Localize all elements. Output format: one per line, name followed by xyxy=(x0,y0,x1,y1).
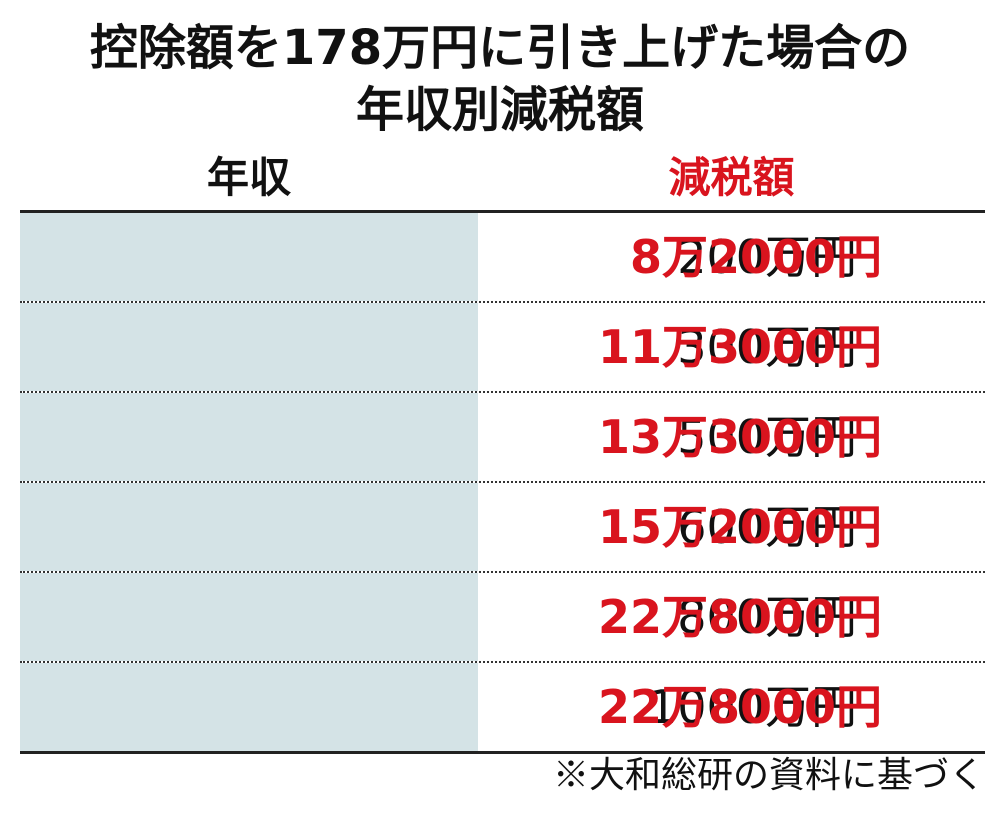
cell-background xyxy=(20,663,478,751)
table-row: 500万円 13万3000円 xyxy=(20,393,985,483)
income-cell: 1000万円 xyxy=(647,680,857,734)
cell-background xyxy=(20,303,478,391)
income-cell: 600万円 xyxy=(677,500,857,554)
income-cell: 500万円 xyxy=(677,410,857,464)
reduction-cell: 8万2000円 xyxy=(629,230,882,284)
column-header: 年収 xyxy=(206,153,291,202)
cell-background xyxy=(20,213,478,301)
table-row: 600万円 15万2000円 xyxy=(20,483,985,573)
reduction-cell: 15万2000円 xyxy=(597,500,882,554)
reduction-cell: 11万3000円 xyxy=(597,320,882,374)
title-line: 年収別減税額 xyxy=(355,82,644,138)
title-line: 控除額を178万円に引き上げた場合の xyxy=(89,20,911,76)
cell-background xyxy=(20,483,478,571)
column-header: 減税額 xyxy=(668,153,795,202)
income-cell: 300万円 xyxy=(677,320,857,374)
reduction-cell: 13万3000円 xyxy=(597,410,882,464)
table-body: 200万円 8万2000円 300万円 11万3000円 500万円 13万3000円 60… xyxy=(20,213,985,754)
cell-background xyxy=(20,393,478,481)
reduction-cell: 22万8000円 xyxy=(597,680,882,734)
rule xyxy=(20,210,985,213)
cell-background xyxy=(20,573,478,661)
income-cell: 800万円 xyxy=(677,590,857,644)
table-row: 300万円 11万3000円 xyxy=(20,303,985,393)
income-cell: 200万円 xyxy=(677,230,857,284)
table-row: 800万円 22万8000円 xyxy=(20,573,985,663)
table-row: 200万円 8万2000円 xyxy=(20,213,985,303)
reduction-cell: 22万8000円 xyxy=(597,590,882,644)
source-note: ※大和総研の資料に基づく xyxy=(552,755,985,796)
table-row: 1000万円 22万8000円 xyxy=(20,663,985,754)
